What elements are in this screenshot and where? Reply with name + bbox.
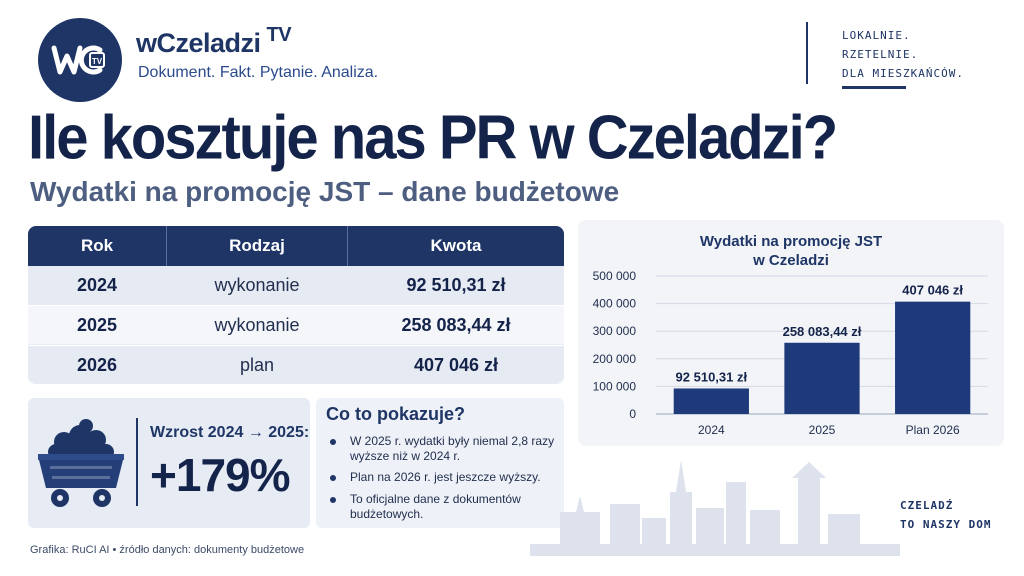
page-title: Ile kosztuje nas PR w Czeladzi? [28,103,838,173]
brand-tv: TV [266,24,292,46]
logo-mark-icon: TV [51,45,105,75]
header-rodzaj: Rodzaj [229,236,285,255]
y-tick-label: 300 000 [593,324,637,338]
logo-tv-mark: TV [92,57,103,66]
budget-table: Rok Rodzaj Kwota 2024 wykonanie 92 510,3… [28,226,564,384]
motto-line-2: RZETELNIE. [842,48,919,61]
brand-title: wCzeladzi [136,28,261,58]
brand-name: wCzeladzi TV [136,24,292,59]
growth-divider [136,418,138,506]
table-row: 2026 plan 407 046 zł [28,346,564,384]
cell-amount: 92 510,31 zł [406,275,506,295]
list-item: W 2025 r. wydatki były niemal 2,8 razy w… [330,434,556,464]
cell-type: plan [239,355,275,375]
bullet-text: W 2025 r. wydatki były niemal 2,8 razy w… [350,434,555,463]
cell-year: 2025 [76,315,118,335]
chart-title: Wydatki na promocję JST w Czeladzi [578,232,1004,270]
slogan: CZELADŹ TO NASZY DOM [900,496,991,534]
credit-line: Grafika: RuCI AI • źródło danych: dokume… [30,544,305,556]
motto-line-1: LOKALNIE. [842,29,911,42]
header-rok: Rok [80,236,114,255]
data-label: 407 046 zł [902,283,963,298]
chart-title-line-2: w Czeladzi [753,252,829,269]
bar [895,301,971,414]
page-subtitle: Wydatki na promocję JST – dane budżetowe [30,176,620,207]
table-header: Rok Rodzaj Kwota [28,226,564,266]
bar [673,388,749,414]
growth-label: Wzrost 2024 → 2025: [150,424,310,441]
y-tick-label: 0 [629,407,636,421]
bullet-text: To oficjalne dane z dokumentów budżetowy… [350,492,521,521]
slogan-line-1: CZELADŹ [900,499,954,512]
y-tick-label: 100 000 [593,379,637,393]
info-title: Co to pokazuje? [326,404,465,424]
motto-underline [842,86,906,89]
coal-cart-icon [34,412,130,512]
info-panel [316,398,564,528]
row-divider [28,305,564,306]
cell-amount: 258 083,44 zł [401,315,511,335]
bar [784,342,860,414]
bullet-dot [330,439,336,445]
cell-year: 2026 [76,355,118,375]
cell-type: wykonanie [214,275,300,295]
x-tick-label: Plan 2026 [906,423,960,437]
table-row: 2025 wykonanie 258 083,44 zł [28,306,564,344]
x-tick-label: 2025 [809,423,836,437]
cell-type: wykonanie [214,315,300,335]
list-item: To oficjalne dane z dokumentów budżetowy… [330,492,556,522]
logo: TV [38,18,122,102]
row-divider [28,345,564,346]
bar-chart: 0 100 000 200 000 300 000 400 000 500 000 92 5… [593,269,988,437]
y-tick-label: 500 000 [593,269,637,283]
header-separator [166,226,167,266]
header-separator [347,226,348,266]
list-item: Plan na 2026 r. jest jeszcze wyższy. [330,470,556,485]
data-label: 258 083,44 zł [783,324,862,339]
y-tick-label: 400 000 [593,297,637,311]
slogan-line-2: TO NASZY DOM [900,518,992,531]
tagline: Dokument. Fakt. Pytanie. Analiza. [138,64,379,81]
motto: LOKALNIE. RZETELNIE. DLA MIESZKAŃCÓW. [842,26,964,83]
bullet-dot [330,497,336,503]
data-label: 92 510,31 zł [676,369,748,384]
header-kwota: Kwota [430,236,482,255]
bullet-text: Plan na 2026 r. jest jeszcze wyższy. [350,470,541,484]
skyline-illustration [530,460,900,556]
bullet-dot [330,475,336,481]
chart-title-line-1: Wydatki na promocję JST [699,233,883,250]
table-row: 2024 wykonanie 92 510,31 zł [28,266,564,304]
motto-line-3: DLA MIESZKAŃCÓW. [842,67,964,80]
y-tick-label: 200 000 [593,352,637,366]
cell-year: 2024 [76,275,118,295]
header-divider [806,22,808,84]
x-tick-label: 2024 [698,423,725,437]
cell-amount: 407 046 zł [413,355,499,375]
growth-value: +179% [150,449,291,501]
